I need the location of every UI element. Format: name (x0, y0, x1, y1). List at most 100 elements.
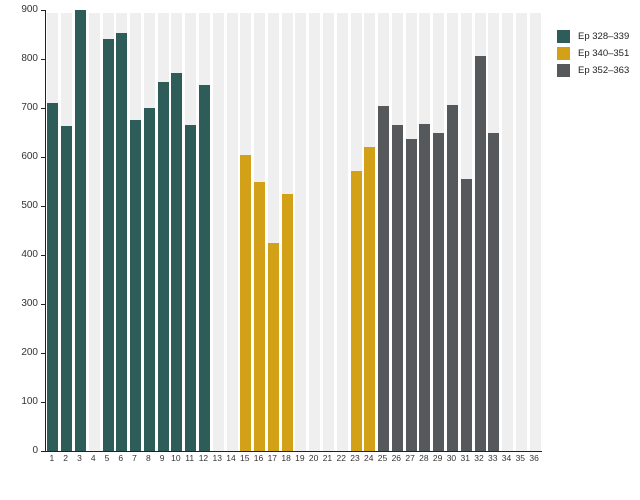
y-tick-label: 500 (21, 200, 38, 211)
x-tick-label: 14 (226, 453, 236, 463)
y-tick-label: 300 (21, 298, 38, 309)
background-stripe (226, 13, 238, 451)
legend: Ep 328–339 Ep 340–351 Ep 352–363 (557, 30, 629, 81)
x-tick-label: 26 (391, 453, 402, 463)
bar-x18 (281, 193, 293, 451)
bar-x29 (433, 133, 445, 451)
x-tick-label: 12 (198, 453, 209, 463)
bar-x6 (116, 32, 128, 451)
x-tick-label: 34 (501, 453, 512, 463)
y-tick-mark (41, 402, 45, 403)
legend-item-ep-328-339: Ep 328–339 (557, 30, 629, 43)
legend-item-ep-340-351: Ep 340–351 (557, 47, 629, 60)
bar-x8 (143, 108, 155, 451)
x-tick-label: 33 (488, 453, 498, 463)
bar-x11 (185, 125, 197, 451)
legend-label: Ep 352–363 (578, 65, 630, 76)
y-tick-label: 0 (32, 445, 38, 456)
y-axis: 0 100 200 300 400 500 600 700 800 900 (0, 0, 45, 500)
x-tick-label: 9 (159, 453, 165, 463)
bar-x15 (240, 154, 252, 451)
x-tick-label: 6 (118, 453, 124, 463)
bar-x27 (405, 138, 417, 451)
background-stripe (212, 13, 224, 451)
bar-x26 (391, 125, 403, 451)
x-tick-label: 11 (185, 453, 195, 463)
background-stripe (336, 13, 348, 451)
x-axis: 1 2 3 4 5 6 7 8 9 10 11 12 13 14 15 16 17 18 19 20 21 22 23 24 2… (45, 453, 541, 467)
x-tick-label: 17 (267, 453, 278, 463)
bar-x33 (488, 132, 500, 451)
y-tick-label: 700 (21, 102, 38, 113)
y-tick-label: 200 (21, 347, 38, 358)
background-stripe (267, 13, 279, 451)
plot-area (45, 10, 542, 452)
bar-x32 (474, 56, 486, 451)
y-tick-mark (41, 157, 45, 158)
y-tick-mark (41, 353, 45, 354)
bar-x28 (419, 123, 431, 451)
x-tick-label: 30 (446, 453, 457, 463)
bar-x10 (171, 73, 183, 451)
bar-x2 (61, 126, 73, 451)
y-tick-label: 800 (21, 53, 38, 64)
y-tick-mark (41, 255, 45, 256)
bar-x30 (446, 105, 458, 451)
bar-x12 (198, 84, 210, 451)
legend-swatch-icon (557, 30, 570, 43)
y-tick-mark (41, 59, 45, 60)
background-stripe (88, 13, 100, 451)
background-stripe (529, 13, 541, 451)
legend-label: Ep 340–351 (578, 48, 630, 59)
bar-x1 (47, 103, 59, 451)
legend-label: Ep 328–339 (578, 31, 630, 42)
bar-x3 (74, 10, 86, 451)
bar-x23 (350, 171, 362, 451)
y-tick-mark (41, 304, 45, 305)
background-stripe (515, 13, 527, 451)
bar-x5 (102, 39, 114, 451)
y-tick-label: 400 (21, 249, 38, 260)
bar-x25 (378, 106, 390, 451)
x-tick-label: 19 (295, 453, 305, 463)
x-tick-label: 18 (281, 453, 291, 463)
bar-x9 (157, 82, 169, 451)
x-tick-label: 3 (77, 453, 82, 463)
x-tick-label: 22 (336, 453, 346, 463)
bar-x17 (267, 243, 279, 451)
x-tick-label: 31 (460, 453, 470, 463)
x-tick-label: 20 (308, 453, 319, 463)
x-tick-label: 25 (377, 453, 388, 463)
bar-x31 (460, 178, 472, 451)
x-tick-label: 4 (90, 453, 96, 463)
x-tick-label: 36 (529, 453, 539, 463)
x-tick-label: 15 (240, 453, 250, 463)
y-tick-mark (41, 451, 45, 452)
x-tick-label: 35 (515, 453, 526, 463)
x-tick-label: 28 (419, 453, 429, 463)
x-tick-label: 32 (474, 453, 484, 463)
x-tick-label: 29 (432, 453, 443, 463)
background-stripe (295, 13, 307, 451)
x-tick-label: 16 (253, 453, 264, 463)
x-tick-label: 21 (322, 453, 333, 463)
bar-x16 (254, 182, 266, 451)
x-tick-label: 27 (405, 453, 415, 463)
legend-swatch-icon (557, 64, 570, 77)
y-tick-label: 900 (21, 4, 38, 15)
y-tick-label: 600 (21, 151, 38, 162)
x-tick-label: 7 (132, 453, 137, 463)
x-tick-label: 1 (49, 453, 55, 463)
x-tick-label: 5 (104, 453, 110, 463)
background-stripe (322, 13, 334, 451)
x-tick-label: 8 (145, 453, 151, 463)
x-tick-label: 24 (364, 453, 374, 463)
x-tick-label: 23 (350, 453, 360, 463)
bar-x24 (364, 146, 376, 451)
y-tick-mark (41, 206, 45, 207)
x-tick-label: 2 (63, 453, 69, 463)
y-tick-label: 100 (21, 396, 38, 407)
y-tick-mark (41, 10, 45, 11)
x-tick-label: 10 (171, 453, 181, 463)
